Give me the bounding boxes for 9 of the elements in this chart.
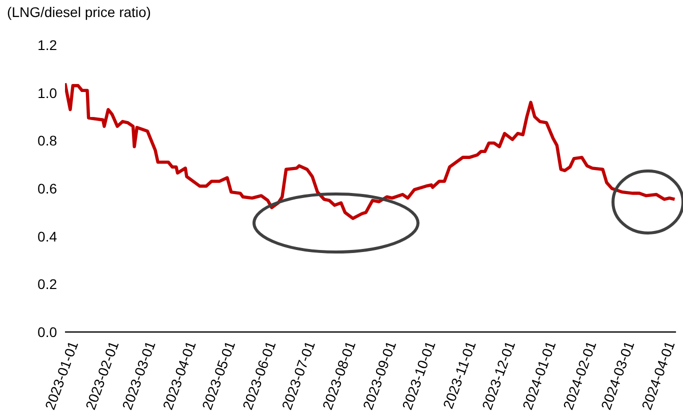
y-tick-label: 0.8 (38, 132, 58, 149)
y-tick-label: 0.6 (38, 180, 58, 196)
y-tick-label: 0.4 (38, 228, 58, 244)
y-tick-label: 1.2 (38, 36, 58, 53)
y-tick-label: 0.2 (38, 276, 58, 292)
y-tick-label: 1.0 (38, 84, 58, 101)
y-tick-label: 0.0 (38, 324, 58, 340)
y-axis-title: (LNG/diesel price ratio) (6, 4, 152, 21)
line-series (65, 82, 676, 220)
